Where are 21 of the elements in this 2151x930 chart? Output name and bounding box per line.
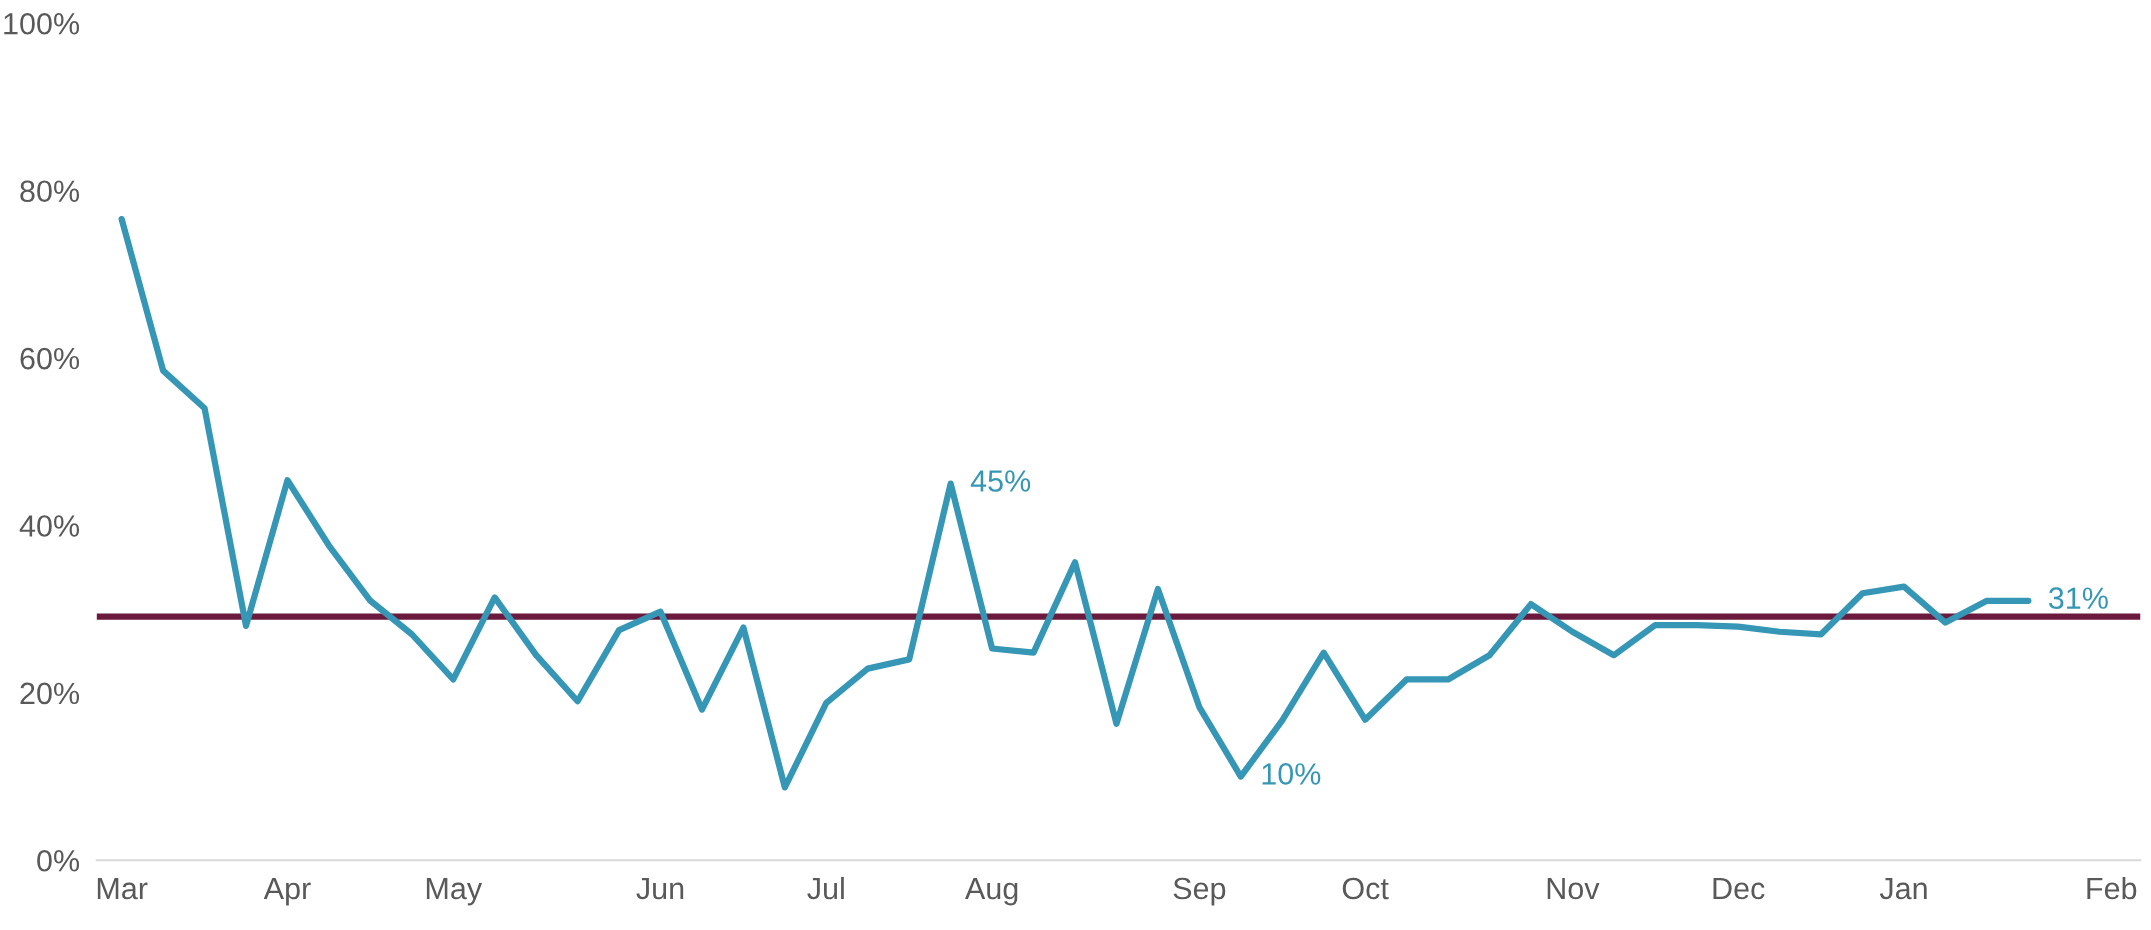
x-tick-label: Aug (964, 878, 1018, 906)
data-label: 31% (2048, 587, 2108, 609)
x-tick-label: Jan (1879, 878, 1927, 900)
x-tick-label: May (426, 878, 483, 906)
y-tick-label: 40% (19, 515, 80, 537)
x-tick-label: Jul (807, 876, 844, 900)
data-label: 45% (970, 470, 1031, 492)
x-tick-label: Feb (2087, 876, 2137, 900)
y-tick-label: 100% (4, 12, 80, 35)
y-tick-label: 80% (20, 180, 80, 203)
y-tick-label: 0% (37, 849, 80, 872)
x-tick-label: Apr (263, 878, 311, 906)
x-tick-label: Dec (1713, 878, 1765, 900)
x-tick-label: Oct (1342, 877, 1389, 900)
y-tick-label: 20% (20, 682, 80, 705)
data-label: 10% (1262, 763, 1321, 785)
x-tick-label: Sep (1173, 877, 1226, 906)
x-tick-label: Jun (636, 878, 684, 900)
y-tick-label: 60% (20, 347, 80, 370)
x-tick-label: Mar (97, 878, 148, 900)
x-tick-label: Nov (1547, 878, 1600, 900)
